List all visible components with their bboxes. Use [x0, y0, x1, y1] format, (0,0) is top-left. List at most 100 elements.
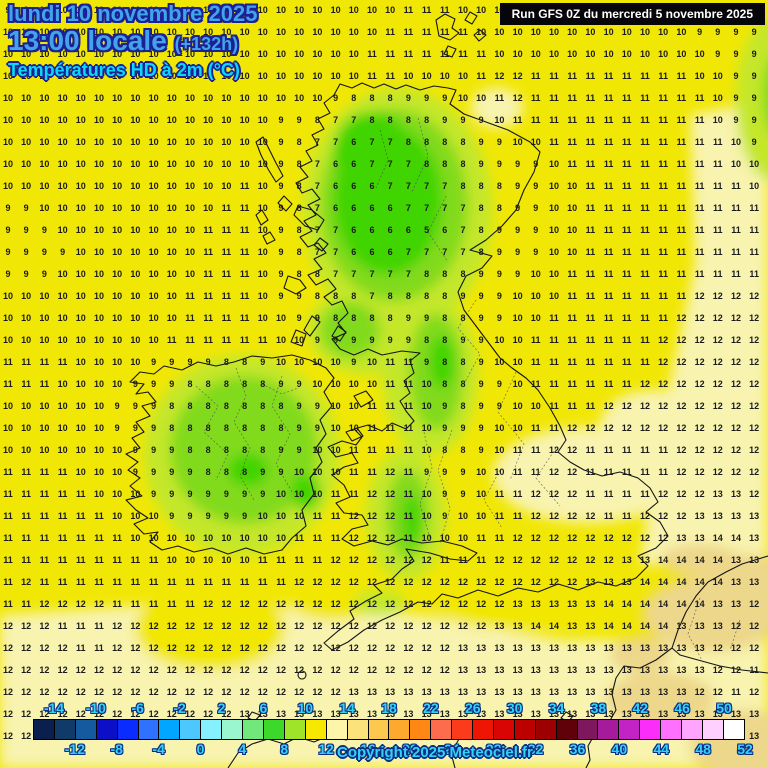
grid-temperature-value: 10 — [2, 27, 14, 37]
grid-temperature-value: 11 — [694, 115, 705, 125]
grid-temperature-value: 8 — [460, 137, 466, 147]
grid-temperature-value: 11 — [3, 577, 13, 587]
grid-temperature-value: 12 — [658, 533, 669, 543]
grid-temperature-value: 11 — [221, 247, 232, 257]
grid-temperature-value: 12 — [421, 643, 432, 653]
grid-temperature-value: 7 — [314, 137, 320, 147]
grid-temperature-value: 8 — [387, 115, 393, 125]
grid-temperature-value: 9 — [151, 489, 157, 499]
grid-temperature-value: 10 — [348, 423, 359, 433]
scale-cell — [640, 720, 662, 739]
grid-temperature-value: 12 — [21, 687, 32, 697]
grid-temperature-value: 10 — [257, 533, 268, 543]
grid-temperature-value: 8 — [296, 225, 302, 235]
grid-temperature-value: 6 — [351, 159, 357, 169]
grid-temperature-value: 11 — [403, 27, 414, 37]
grid-temperature-value: 11 — [148, 599, 159, 609]
grid-temperature-value: 12 — [639, 379, 651, 389]
grid-temperature-value: 9 — [442, 93, 448, 103]
grid-temperature-value: 13 — [730, 709, 742, 719]
grid-temperature-value: 11 — [39, 379, 50, 389]
island-anglesey — [345, 427, 364, 442]
grid-temperature-value: 13 — [676, 687, 687, 697]
grid-temperature-value: 11 — [713, 269, 723, 279]
grid-temperature-value: 12 — [658, 379, 669, 389]
grid-temperature-value: 12 — [112, 709, 123, 719]
scale-tick-label: 8 — [280, 741, 289, 757]
grid-temperature-value: 11 — [294, 555, 304, 565]
grid-temperature-value: 12 — [148, 709, 159, 719]
grid-temperature-value: 13 — [494, 709, 505, 719]
grid-temperature-value: 10 — [21, 445, 32, 455]
grid-temperature-value: 12 — [421, 665, 432, 675]
grid-temperature-value: 12 — [603, 555, 614, 565]
scale-cell — [201, 720, 223, 739]
grid-temperature-value: 13 — [348, 709, 359, 719]
grid-temperature-value: 12 — [366, 555, 378, 565]
grid-temperature-value: 10 — [658, 27, 669, 37]
grid-temperature-value: 9 — [23, 269, 29, 279]
grid-temperature-value: 11 — [749, 247, 759, 257]
grid-temperature-value: 11 — [76, 489, 86, 499]
grid-temperature-value: 13 — [385, 709, 396, 719]
grid-temperature-value: 10 — [148, 115, 159, 125]
scale-tick-label: -8 — [110, 741, 123, 757]
grid-temperature-value: 11 — [403, 511, 414, 521]
grid-temperature-value: 13 — [712, 621, 723, 631]
grid-temperature-value: 10 — [184, 93, 196, 103]
grid-temperature-value: 12 — [694, 357, 705, 367]
grid-temperature-value: 11 — [130, 555, 141, 565]
grid-temperature-value: 14 — [639, 599, 651, 609]
grid-temperature-value: 12 — [312, 687, 323, 697]
grid-temperature-value: 10 — [75, 247, 86, 257]
grid-temperature-value: 8 — [496, 203, 502, 213]
grid-temperature-value: 11 — [57, 511, 68, 521]
grid-temperature-value: 10 — [39, 115, 50, 125]
grid-temperature-value: 11 — [239, 291, 250, 301]
grid-temperature-value: 10 — [93, 423, 105, 433]
grid-temperature-value: 8 — [242, 445, 248, 455]
grid-temperature-value: 12 — [21, 731, 32, 741]
grid-temperature-value: 11 — [3, 555, 13, 565]
grid-temperature-value: 11 — [239, 181, 250, 191]
grid-temperature-value: 11 — [221, 577, 232, 587]
grid-temperature-value: 9 — [151, 423, 157, 433]
grid-temperature-value: 11 — [658, 137, 668, 147]
grid-temperature-value: 12 — [658, 335, 669, 345]
grid-temperature-value: 11 — [640, 247, 650, 257]
scale-cell — [410, 720, 432, 739]
grid-temperature-value: 12 — [676, 445, 687, 455]
grid-temperature-value: 12 — [712, 687, 723, 697]
scale-cell — [75, 720, 97, 739]
grid-temperature-value: 10 — [366, 27, 378, 37]
grid-temperature-value: 11 — [476, 533, 486, 543]
grid-temperature-value: 10 — [221, 49, 232, 59]
grid-temperature-value: 12 — [130, 665, 141, 675]
grid-temperature-value: 12 — [93, 599, 105, 609]
grid-temperature-value: 9 — [405, 313, 411, 323]
grid-temperature-value: 9 — [405, 93, 411, 103]
grid-temperature-value: 10 — [21, 335, 32, 345]
coast-great-britain — [295, 82, 669, 651]
grid-temperature-value: 10 — [312, 5, 323, 15]
grid-temperature-value: 13 — [366, 709, 378, 719]
grid-temperature-value: 9 — [751, 137, 757, 147]
grid-temperature-value: 6 — [442, 225, 448, 235]
grid-temperature-value: 10 — [184, 159, 196, 169]
grid-temperature-value: 11 — [76, 511, 86, 521]
grid-temperature-value: 10 — [166, 291, 177, 301]
grid-temperature-value: 9 — [496, 269, 502, 279]
grid-temperature-value: 12 — [221, 599, 232, 609]
grid-temperature-value: 8 — [369, 115, 375, 125]
scale-tick-label: -6 — [131, 700, 144, 716]
grid-temperature-value: 7 — [351, 269, 357, 279]
scale-tick-label: 14 — [339, 700, 355, 716]
grid-temperature-value: 12 — [239, 599, 250, 609]
grid-temperature-value: 11 — [39, 577, 50, 587]
grid-temperature-value: 10 — [530, 137, 541, 147]
coast-france-north — [671, 555, 768, 674]
grid-temperature-value: 10 — [75, 357, 86, 367]
grid-temperature-value: 10 — [257, 5, 268, 15]
grid-temperature-value: 8 — [460, 357, 466, 367]
